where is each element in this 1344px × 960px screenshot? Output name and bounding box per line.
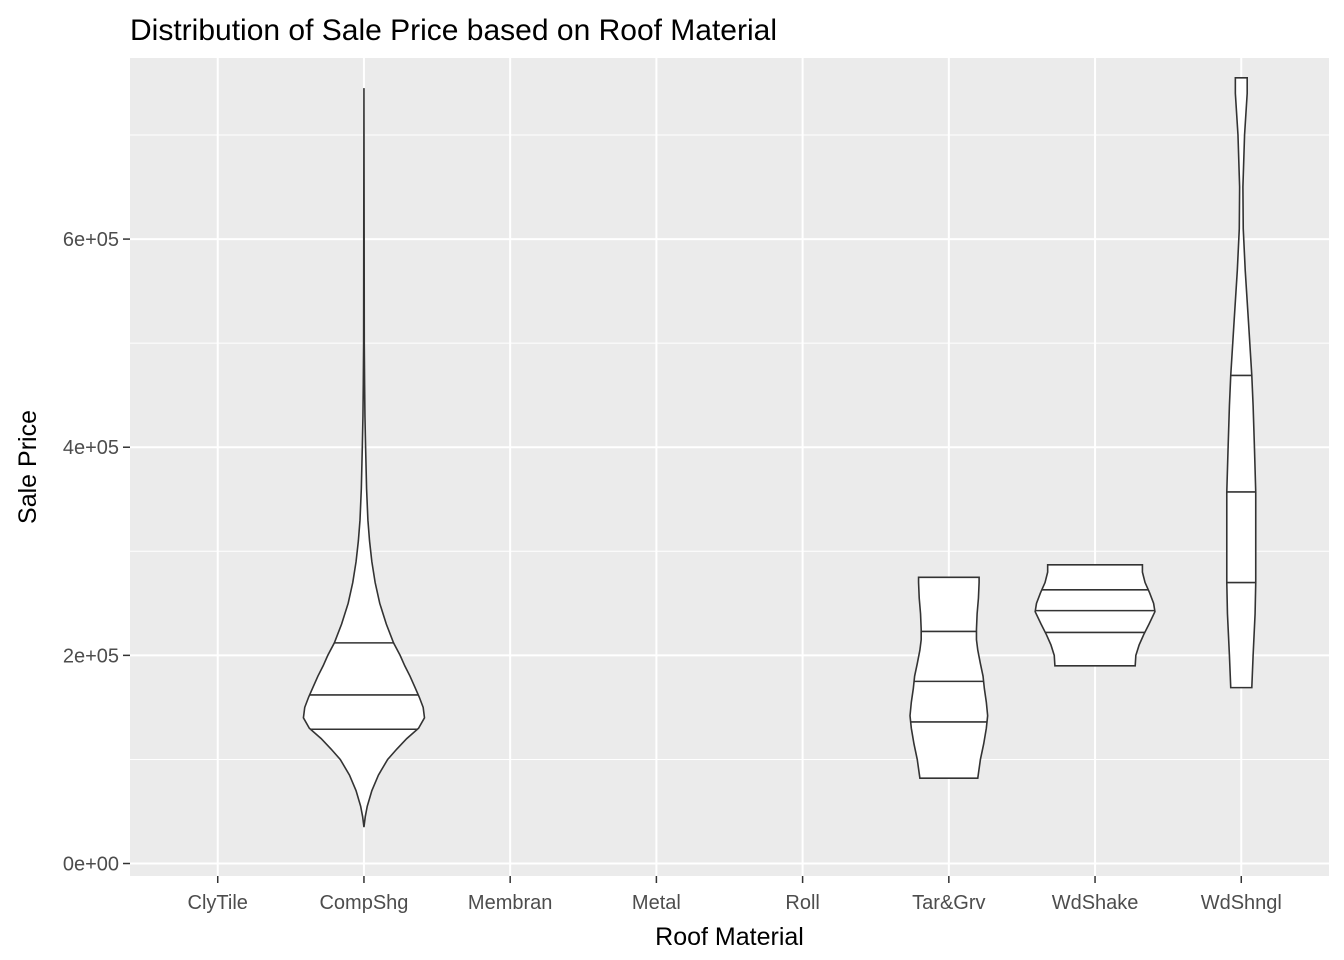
plot-panel [130,58,1329,876]
y-tick-label: 4e+05 [63,437,119,459]
y-tick-label: 0e+00 [63,854,119,876]
x-tick-label: Membran [468,892,552,914]
violin-compshg [302,88,426,828]
x-tick-label: CompShg [319,892,408,914]
x-tick-label: Roll [785,892,819,914]
y-tick-label: 6e+05 [63,229,119,251]
violin-wdshngl [1225,76,1257,689]
x-axis: ClyTile CompShg Membran Metal Roll Tar&Grv WdS… [188,876,1282,914]
x-tick-label: Tar&Grv [912,892,985,914]
violin-wdshake [1034,564,1156,667]
chart-title: Distribution of Sale Price based on Roof… [130,14,777,47]
x-tick-label: WdShake [1052,892,1139,914]
violin-tar-grv [909,576,989,779]
y-tick-label: 2e+05 [63,645,119,667]
x-tick-label: ClyTile [188,892,248,914]
y-axis: 0e+00 2e+05 4e+05 6e+05 [63,229,130,876]
x-tick-label: Metal [632,892,681,914]
violins [302,76,1257,828]
y-axis-title: Sale Price [14,410,42,524]
x-tick-label: WdShngl [1201,892,1282,914]
x-axis-title: Roof Material [655,923,804,951]
